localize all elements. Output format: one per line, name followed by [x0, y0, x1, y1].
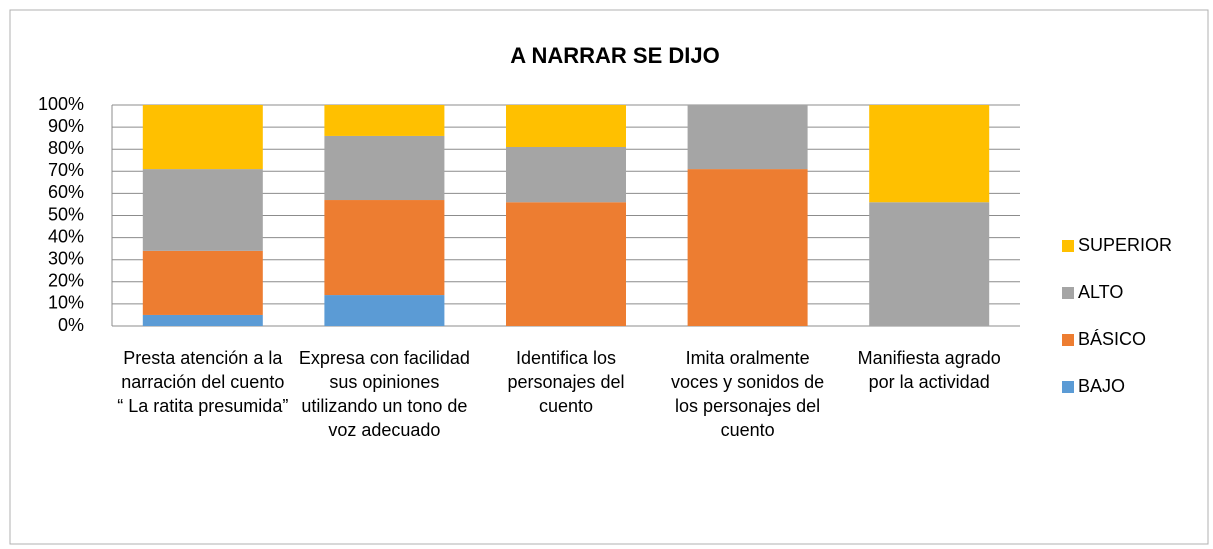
legend-swatch: [1062, 381, 1074, 393]
x-tick-label: Identifica los personajes del cuento: [507, 348, 625, 416]
y-tick-label: 10%: [48, 293, 84, 313]
y-tick-label: 0%: [58, 315, 84, 335]
bar-segment: [506, 105, 626, 147]
bar-segment: [142, 250, 263, 315]
y-tick-label: 90%: [48, 116, 84, 136]
x-tick-label: Presta atención a la narración del cuent…: [117, 348, 289, 416]
bar-segment: [324, 295, 445, 326]
y-tick-label: 40%: [48, 226, 84, 246]
legend-label: ALTO: [1078, 282, 1123, 302]
bar-segment: [506, 202, 626, 326]
bar-segment: [869, 202, 990, 326]
legend-label: BAJO: [1078, 376, 1125, 396]
y-tick-label: 70%: [48, 160, 84, 180]
legend-swatch: [1062, 334, 1074, 346]
y-tick-label: 60%: [48, 182, 84, 202]
legend-label: SUPERIOR: [1078, 235, 1172, 255]
x-tick-label: Manifiesta agrado por la actividad: [857, 348, 1001, 392]
bar-segment: [142, 169, 263, 251]
bar-segment: [324, 200, 445, 296]
y-tick-label: 50%: [48, 204, 84, 224]
bar-segment: [324, 105, 445, 136]
bar-segment: [869, 105, 990, 203]
bar-segment: [324, 135, 445, 201]
y-tick-label: 30%: [48, 248, 84, 268]
bar-segment: [687, 169, 808, 326]
x-tick-label: Expresa con facilidad sus opiniones util…: [298, 348, 470, 440]
chart-title: A NARRAR SE DIJO: [510, 43, 719, 68]
y-tick-label: 20%: [48, 271, 84, 291]
bar-segment: [142, 314, 263, 326]
bar-segment: [687, 105, 808, 170]
legend-swatch: [1062, 240, 1074, 252]
x-tick-label: Imita oralmente voces y sonidos de los p…: [671, 348, 825, 440]
legend-label: BÁSICO: [1078, 329, 1146, 349]
bar-segment: [506, 146, 626, 203]
legend-swatch: [1062, 287, 1074, 299]
y-tick-label: 80%: [48, 138, 84, 158]
y-tick-label: 100%: [38, 94, 84, 114]
bar-segment: [142, 105, 263, 170]
